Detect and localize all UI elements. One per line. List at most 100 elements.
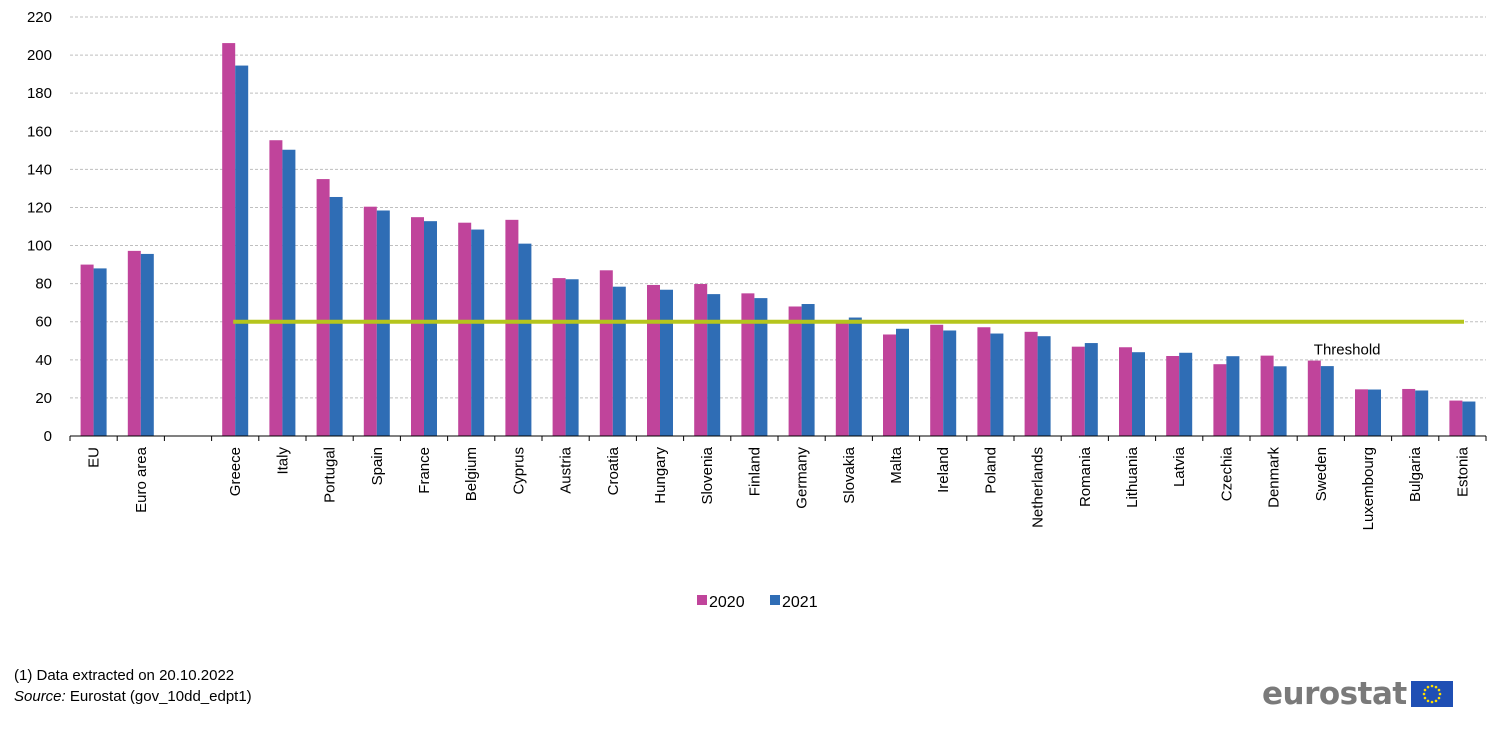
category-label: Greece: [227, 447, 244, 496]
source-label: Source:: [14, 688, 66, 705]
category-label: Netherlands: [1030, 447, 1047, 528]
legend-label-2020: 2020: [709, 594, 745, 611]
bar-2021-slovenia: [707, 294, 721, 436]
category-label: Denmark: [1266, 447, 1283, 508]
x-axis-category-labels: EU Euro area Greece Italy Portugal Spain Franc…: [86, 446, 1472, 530]
y-tick-label: 220: [27, 9, 52, 26]
y-tick-label: 160: [27, 123, 52, 140]
bar-2021-luxembourg: [1368, 389, 1381, 436]
bar-2021-netherlands: [1037, 336, 1051, 436]
category-label: France: [416, 447, 433, 494]
y-tick-label: 40: [35, 352, 52, 369]
bar-2021-belgium: [471, 229, 485, 436]
eurostat-logo: eurostat: [1262, 676, 1453, 712]
legend-swatch-2021: [770, 595, 780, 605]
bar-2021-germany: [801, 304, 815, 436]
bar-2020-greece: [222, 43, 236, 436]
category-label: Bulgaria: [1407, 446, 1424, 502]
category-label: EU: [86, 447, 103, 468]
bar-2021-malta: [896, 328, 909, 436]
bar-2021-slovakia: [848, 317, 862, 436]
category-label: Croatia: [605, 446, 622, 495]
footnote-extraction-date: (1) Data extracted on 20.10.2022: [14, 667, 235, 684]
bar-2021-bulgaria: [1415, 390, 1429, 436]
bar-2021-romania: [1084, 343, 1098, 436]
threshold-group: Threshold: [233, 319, 1464, 359]
bar-2020-luxembourg: [1355, 389, 1368, 436]
eurostat-logo-text: eurostat: [1262, 676, 1407, 712]
category-label: Ireland: [935, 447, 952, 493]
y-tick-label: 120: [27, 199, 52, 216]
bar-2020-france: [411, 217, 424, 436]
y-tick-label: 0: [44, 428, 52, 445]
bars: [80, 43, 1476, 436]
category-label: Malta: [888, 446, 905, 483]
legend-swatch-2020: [697, 595, 707, 605]
footnote-source: Source: Eurostat (gov_10dd_edpt1): [14, 688, 252, 705]
category-label: Italy: [274, 447, 291, 475]
bar-2021-hungary: [660, 289, 673, 436]
bar-2020-czechia: [1213, 364, 1227, 436]
bar-2020-netherlands: [1024, 331, 1038, 436]
bar-2020-denmark: [1260, 355, 1274, 436]
category-label: Finland: [746, 447, 763, 496]
category-label: Portugal: [322, 447, 339, 503]
category-label: Luxembourg: [1360, 447, 1377, 530]
source-text: Eurostat (gov_10dd_edpt1): [65, 688, 252, 705]
y-tick-label: 140: [27, 161, 52, 178]
bar-2021-greece: [235, 65, 249, 436]
category-label: Lithuania: [1124, 446, 1141, 508]
bar-2020-bulgaria: [1402, 388, 1416, 436]
bar-2020-slovakia: [835, 322, 849, 436]
bar-2020-romania: [1071, 346, 1085, 436]
bar-2020-estonia: [1449, 400, 1463, 436]
bar-2020-euro-area: [127, 250, 141, 436]
bar-2021-denmark: [1273, 366, 1287, 436]
bar-2021-austria: [565, 279, 579, 436]
bar-2021-latvia: [1179, 352, 1193, 436]
category-label: Euro area: [133, 446, 150, 513]
bar-2021-ireland: [943, 330, 957, 436]
bar-2020-austria: [552, 278, 566, 436]
category-label: Cyprus: [510, 447, 527, 495]
y-tick-label: 80: [35, 276, 52, 293]
y-axis-tick-labels: 0 20 40 60 80 100 120 140 160 180 200 220: [27, 9, 52, 445]
category-label: Belgium: [463, 447, 480, 501]
bar-2021-finland: [754, 298, 768, 436]
bar-2020-italy: [269, 140, 283, 436]
bar-2021-sweden: [1320, 366, 1334, 436]
bar-2021-euro-area: [140, 253, 154, 436]
bar-2020-portugal: [316, 179, 330, 436]
category-label: Slovakia: [841, 446, 858, 503]
category-label: Spain: [369, 447, 386, 485]
y-tick-label: 100: [27, 238, 52, 255]
category-label: Slovenia: [699, 446, 716, 504]
category-label: Austria: [558, 446, 575, 493]
bar-2021-czechia: [1226, 356, 1240, 436]
bar-2021-poland: [990, 333, 1004, 436]
bar-2020-cyprus: [505, 219, 519, 436]
bar-2021-france: [424, 221, 437, 436]
bar-2020-croatia: [599, 270, 613, 436]
category-label: Poland: [982, 447, 999, 494]
bar-2020-germany: [788, 306, 802, 436]
category-label: Romania: [1077, 446, 1094, 507]
y-tick-label: 180: [27, 85, 52, 102]
category-label: Estonia: [1454, 446, 1471, 497]
bar-2020-eu: [80, 264, 94, 436]
category-label: Czechia: [1218, 446, 1235, 501]
bar-2020-poland: [977, 327, 991, 436]
legend-label-2021: 2021: [782, 594, 818, 611]
bar-2021-estonia: [1462, 401, 1476, 436]
y-tick-label: 60: [35, 314, 52, 331]
y-tick-label: 200: [27, 47, 52, 64]
bar-2020-malta: [883, 334, 896, 436]
y-tick-label: 20: [35, 390, 52, 407]
bar-2021-cyprus: [518, 243, 532, 436]
bar-2020-latvia: [1166, 356, 1180, 436]
bar-2020-lithuania: [1119, 347, 1132, 436]
bar-2020-slovenia: [694, 284, 708, 436]
threshold-label: Threshold: [1314, 342, 1381, 359]
bar-2021-eu: [93, 268, 107, 436]
